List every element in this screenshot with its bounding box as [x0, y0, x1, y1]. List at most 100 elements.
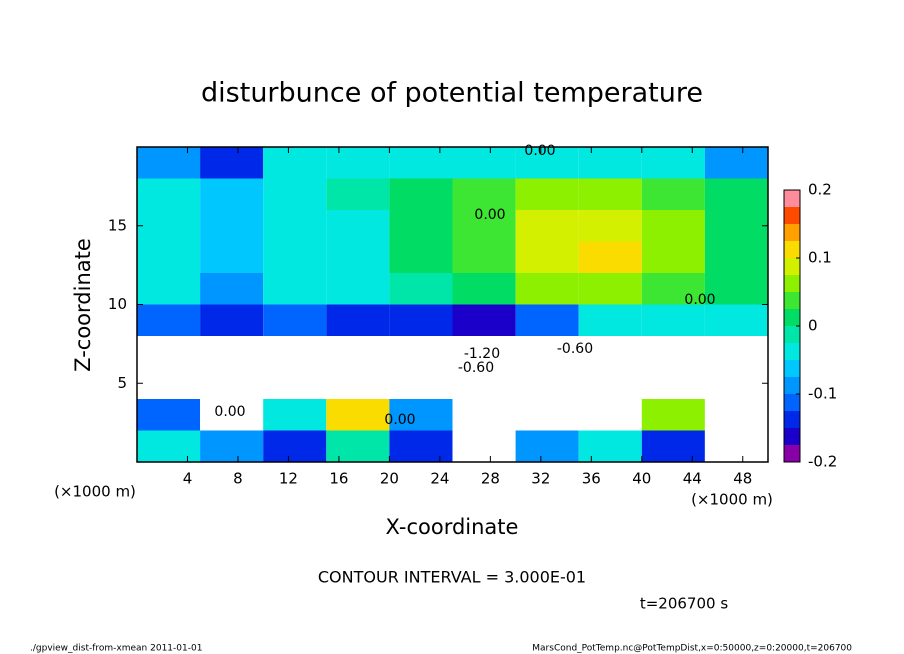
colorbar-swatch: [784, 309, 800, 326]
cell: [389, 210, 453, 242]
contour-label: -0.60: [458, 360, 494, 376]
y-tick-label: 10: [108, 295, 127, 313]
cell: [263, 210, 327, 242]
cell: [200, 210, 264, 242]
colorbar-swatch: [784, 343, 800, 360]
cell: [137, 336, 201, 368]
cell: [704, 178, 768, 210]
cell: [578, 336, 642, 368]
cell: [326, 430, 390, 462]
colorbar-swatch: [784, 326, 800, 343]
x-tick-label: 36: [582, 470, 601, 488]
cell: [389, 367, 453, 399]
cell: [452, 147, 516, 179]
cell: [641, 147, 705, 179]
colorbar-tick-label: -0.1: [808, 385, 837, 403]
x-tick-label: 8: [233, 470, 243, 488]
y-tick-label: 5: [117, 374, 127, 392]
cell: [452, 304, 516, 336]
cell: [200, 399, 264, 431]
cell: [704, 367, 768, 399]
cell: [137, 304, 201, 336]
cell: [515, 399, 579, 431]
cell: [641, 430, 705, 462]
cell: [578, 304, 642, 336]
x-tick-label: 32: [531, 470, 550, 488]
cell: [515, 304, 579, 336]
cell: [515, 241, 579, 273]
cell: [389, 241, 453, 273]
cell: [641, 178, 705, 210]
cell: [326, 147, 390, 179]
cell: [389, 273, 453, 305]
contour-label: 0.00: [474, 207, 505, 223]
cell: [578, 147, 642, 179]
x-tick-label: 40: [632, 470, 651, 488]
cell: [641, 241, 705, 273]
colorbar-swatch: [784, 190, 800, 207]
x-tick-label: 24: [430, 470, 449, 488]
colorbar-swatch: [784, 445, 800, 462]
contour-label: 0.00: [524, 143, 555, 159]
cell: [389, 336, 453, 368]
colorbar-tick-label: -0.2: [808, 453, 837, 471]
contour-label: 0.00: [384, 412, 415, 428]
cell: [578, 210, 642, 242]
x-tick-label: 44: [683, 470, 702, 488]
cell: [704, 304, 768, 336]
cell: [389, 399, 453, 431]
cell: [200, 273, 264, 305]
cell: [326, 399, 390, 431]
cell: [578, 178, 642, 210]
cell: [137, 178, 201, 210]
cell: [389, 147, 453, 179]
cell: [641, 399, 705, 431]
cell: [704, 241, 768, 273]
cell: [641, 273, 705, 305]
cell: [578, 430, 642, 462]
cell: [326, 210, 390, 242]
x-axis-label: X-coordinate: [386, 515, 519, 539]
cell: [326, 178, 390, 210]
cell: [641, 336, 705, 368]
cell: [137, 367, 201, 399]
cell: [515, 367, 579, 399]
cell: [389, 178, 453, 210]
cell: [326, 304, 390, 336]
cell: [137, 273, 201, 305]
footer-left: ./gpview_dist-from-xmean 2011-01-01: [30, 644, 202, 654]
cell: [515, 147, 579, 179]
cell: [704, 399, 768, 431]
colorbar-swatch: [784, 207, 800, 224]
cell: [263, 241, 327, 273]
cell: [137, 430, 201, 462]
contour-label: 0.00: [684, 292, 715, 308]
cell: [326, 367, 390, 399]
cell: [578, 241, 642, 273]
cell: [452, 336, 516, 368]
cell: [137, 210, 201, 242]
x-tick-label: 4: [183, 470, 193, 488]
cell: [515, 210, 579, 242]
contour-interval: CONTOUR INTERVAL = 3.000E-01: [318, 568, 586, 587]
cell: [263, 430, 327, 462]
cell: [704, 273, 768, 305]
cell: [326, 241, 390, 273]
cell: [200, 336, 264, 368]
cell: [515, 430, 579, 462]
cell: [452, 210, 516, 242]
colorbar-swatch: [784, 377, 800, 394]
cell: [200, 430, 264, 462]
cell: [200, 178, 264, 210]
cell: [263, 273, 327, 305]
cell: [515, 336, 579, 368]
cell: [452, 241, 516, 273]
chart-title: disturbunce of potential temperature: [201, 78, 703, 109]
cell: [263, 336, 327, 368]
colorbar-swatch: [784, 241, 800, 258]
colorbar-swatch: [784, 360, 800, 377]
cell: [515, 273, 579, 305]
cell: [704, 336, 768, 368]
x-tick-label: 28: [481, 470, 500, 488]
